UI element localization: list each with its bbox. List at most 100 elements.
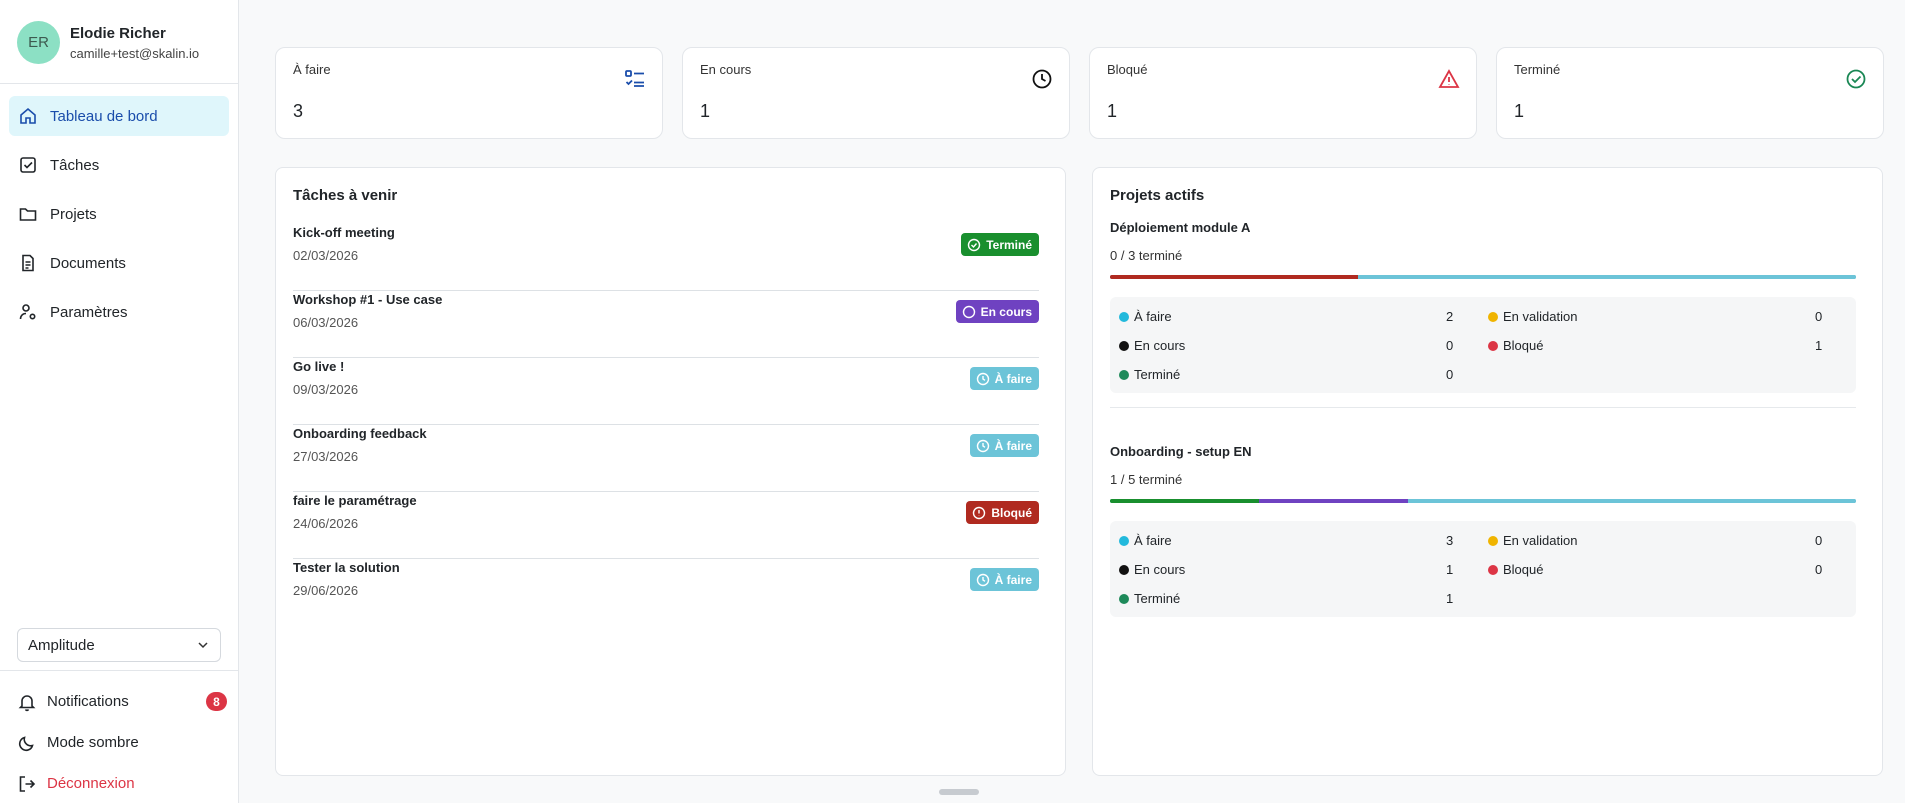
status-badge: À faire <box>969 568 1039 591</box>
status-legend: À faire 2 En cours 0 Terminé 0 En valida… <box>1110 297 1856 393</box>
legend-item-in-progress: En cours <box>1119 562 1185 577</box>
stat-label: Bloqué <box>1107 62 1148 77</box>
sidebar: ER Elodie Richer camille+test@skalin.io … <box>0 0 239 803</box>
nav-item-label: Tableau de bord <box>50 107 158 125</box>
bottom-nav: Notifications 8 Mode sombre Déconnexion <box>17 681 227 803</box>
legend-item-validation: En validation <box>1488 533 1577 548</box>
project-card[interactable]: Déploiement module A 0 / 3 terminé À fai… <box>1110 220 1856 393</box>
task-date: 09/03/2026 <box>293 382 359 397</box>
stat-label: À faire <box>293 62 331 77</box>
legend-count-in-progress: 0 <box>1446 338 1454 353</box>
notifications-label: Notifications <box>47 693 129 710</box>
nav-item-tasks[interactable]: Tâches <box>9 145 229 185</box>
nav-item-documents[interactable]: Documents <box>9 243 229 283</box>
task-row[interactable]: Kick-off meeting 02/03/2026 Terminé <box>293 224 1039 291</box>
alert-circle-icon <box>973 506 986 519</box>
task-date: 24/06/2026 <box>293 516 359 531</box>
divider <box>0 83 238 84</box>
status-badge: Bloqué <box>966 501 1039 524</box>
user-profile[interactable]: ER Elodie Richer camille+test@skalin.io <box>17 21 199 64</box>
progress-segment <box>1259 499 1409 503</box>
task-row[interactable]: Workshop #1 - Use case 06/03/2026 En cou… <box>293 291 1039 358</box>
user-email: camille+test@skalin.io <box>70 45 200 61</box>
nav-item-projects[interactable]: Projets <box>9 194 229 234</box>
project-name: Déploiement module A <box>1110 220 1251 235</box>
legend-item-validation: En validation <box>1488 309 1577 324</box>
stat-card-todo[interactable]: À faire 3 <box>275 47 663 139</box>
task-date: 06/03/2026 <box>293 315 359 330</box>
dark-mode-toggle[interactable]: Mode sombre <box>17 722 227 763</box>
task-row[interactable]: Go live ! 09/03/2026 À faire <box>293 358 1039 425</box>
stat-value: 1 <box>1514 101 1525 121</box>
workspace-value: Amplitude <box>28 636 95 654</box>
project-card[interactable]: Onboarding - setup EN 1 / 5 terminé À fa… <box>1110 444 1856 617</box>
nav-item-label: Projets <box>50 205 97 223</box>
checkbox-icon <box>20 157 36 173</box>
status-legend: À faire 3 En cours 1 Terminé 1 En valida… <box>1110 521 1856 617</box>
list-check-icon <box>625 70 644 87</box>
workspace-select[interactable]: Amplitude <box>17 628 221 662</box>
task-name: Onboarding feedback <box>293 426 427 441</box>
main-nav: Tableau de bord Tâches Projets Documents… <box>9 96 229 341</box>
divider <box>1110 407 1856 408</box>
clock-icon <box>976 573 989 586</box>
progress-segment <box>1408 499 1856 503</box>
legend-count-todo: 2 <box>1446 309 1454 324</box>
logout-label: Déconnexion <box>47 775 135 792</box>
legend-item-in-progress: En cours <box>1119 338 1185 353</box>
user-settings-icon <box>19 304 36 320</box>
dark-mode-label: Mode sombre <box>47 734 139 751</box>
home-icon <box>20 107 36 124</box>
stat-card-in-progress[interactable]: En cours 1 <box>682 47 1070 139</box>
notifications-link[interactable]: Notifications 8 <box>17 681 227 722</box>
user-name: Elodie Richer <box>70 24 166 42</box>
status-badge: En cours <box>955 300 1039 323</box>
divider <box>0 670 238 671</box>
status-badge: À faire <box>969 367 1039 390</box>
legend-item-done: Terminé <box>1119 591 1180 606</box>
legend-count-done: 1 <box>1446 591 1454 606</box>
legend-count-todo: 3 <box>1446 533 1454 548</box>
project-progress-bar <box>1110 275 1856 279</box>
status-badge: Terminé <box>961 233 1039 256</box>
folder-icon <box>19 208 37 221</box>
task-name: Kick-off meeting <box>293 225 395 240</box>
task-name: Workshop #1 - Use case <box>293 292 443 307</box>
stat-card-done[interactable]: Terminé 1 <box>1496 47 1884 139</box>
document-icon <box>22 254 34 272</box>
circle-icon <box>962 305 975 318</box>
scroll-handle[interactable] <box>939 789 979 795</box>
clock-icon <box>976 439 989 452</box>
task-date: 27/03/2026 <box>293 449 359 464</box>
task-row[interactable]: faire le paramétrage 24/06/2026 Bloqué <box>293 492 1039 559</box>
task-row[interactable]: Onboarding feedback 27/03/2026 À faire <box>293 425 1039 492</box>
stat-card-blocked[interactable]: Bloqué 1 <box>1089 47 1477 139</box>
stat-label: Terminé <box>1514 62 1561 77</box>
progress-segment <box>1358 275 1856 279</box>
moon-icon <box>18 735 34 751</box>
legend-item-todo: À faire <box>1119 533 1172 548</box>
legend-count-blocked: 0 <box>1815 562 1823 577</box>
nav-item-dashboard[interactable]: Tableau de bord <box>9 96 229 136</box>
bell-icon <box>18 694 36 711</box>
status-badge: À faire <box>969 434 1039 457</box>
task-name: Tester la solution <box>293 560 400 575</box>
legend-item-blocked: Bloqué <box>1488 562 1543 577</box>
task-date: 02/03/2026 <box>293 248 359 263</box>
nav-item-settings[interactable]: Paramètres <box>9 292 229 332</box>
active-projects-panel: Projets actifs Déploiement module A 0 / … <box>1092 167 1883 776</box>
task-date: 29/06/2026 <box>293 583 359 598</box>
upcoming-tasks-panel: Tâches à venir Kick-off meeting 02/03/20… <box>275 167 1066 776</box>
legend-count-done: 0 <box>1446 367 1454 382</box>
task-list: Kick-off meeting 02/03/2026 Terminé Work… <box>293 224 1039 626</box>
avatar: ER <box>17 21 60 64</box>
legend-count-validation: 0 <box>1815 309 1823 324</box>
logout-button[interactable]: Déconnexion <box>17 763 227 803</box>
clock-icon <box>1032 69 1052 89</box>
chevron-down-icon <box>198 642 208 649</box>
project-progress-text: 0 / 3 terminé <box>1110 248 1183 263</box>
stat-label: En cours <box>700 62 752 77</box>
task-name: Go live ! <box>293 359 345 374</box>
task-row[interactable]: Tester la solution 29/06/2026 À faire <box>293 559 1039 626</box>
nav-item-label: Tâches <box>50 156 100 174</box>
